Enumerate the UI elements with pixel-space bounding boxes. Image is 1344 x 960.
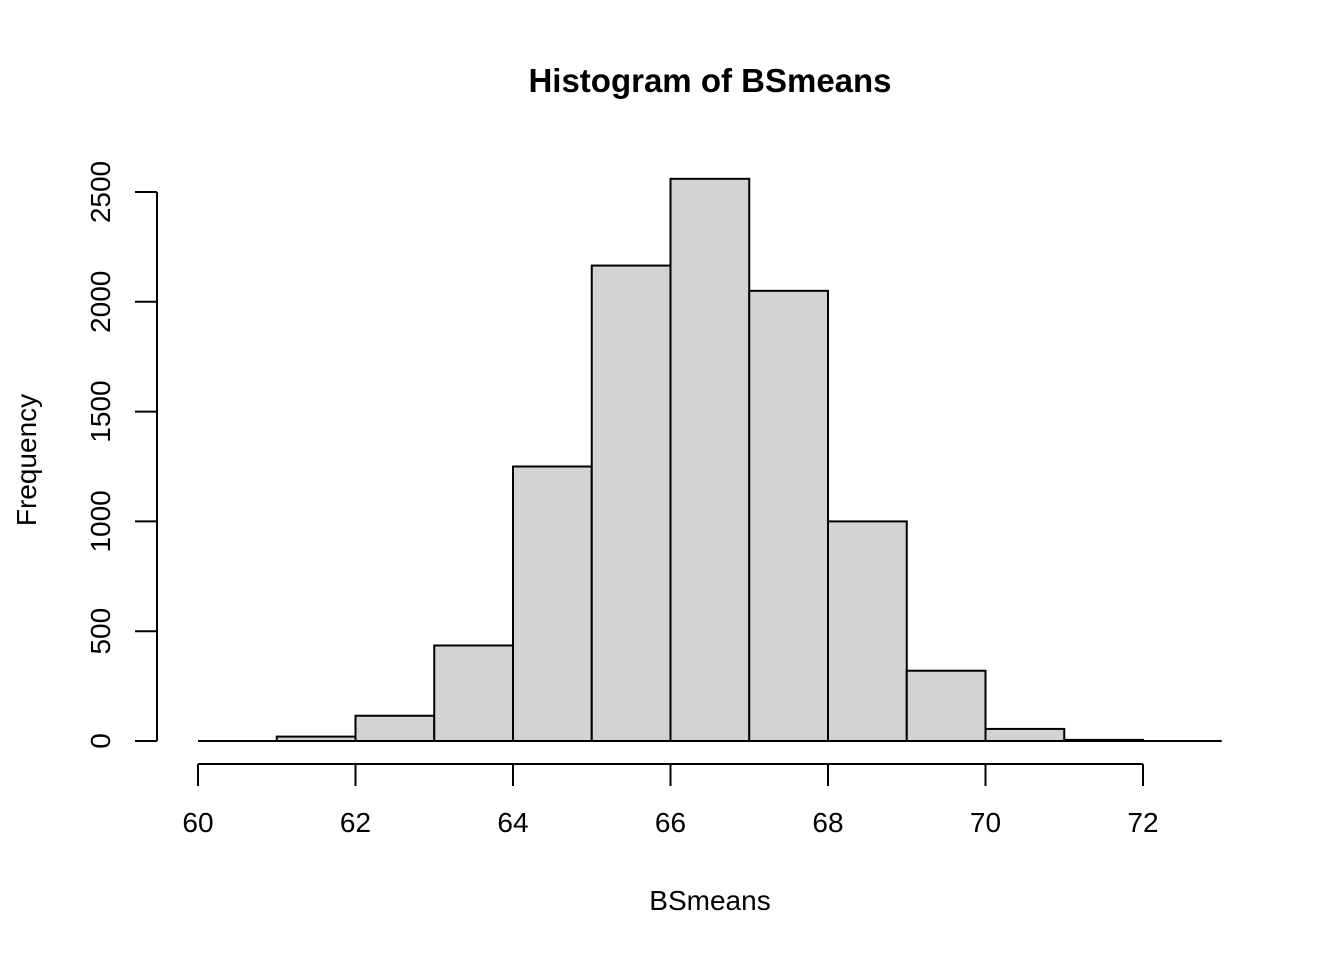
x-tick-label-72: 72: [1127, 807, 1158, 838]
y-tick-label-2000: 2000: [85, 271, 116, 333]
y-tick-label-2500: 2500: [85, 161, 116, 223]
histogram-bar-6: [669, 177, 751, 743]
histogram-bar-5: [590, 264, 672, 742]
x-axis-label: BSmeans: [649, 885, 770, 916]
histogram-bar-4: [512, 465, 593, 742]
x-tick-label-68: 68: [812, 807, 843, 838]
histogram-bar-9: [905, 669, 987, 743]
chart-title: Histogram of BSmeans: [528, 62, 891, 99]
histogram-bar-7: [748, 289, 829, 742]
x-tick-label-64: 64: [497, 807, 528, 838]
bars-group: [198, 177, 1222, 743]
x-tick-label-60: 60: [182, 807, 213, 838]
histogram-bar-10: [984, 727, 1066, 742]
x-tick-label-66: 66: [655, 807, 686, 838]
x-axis: 60 62 64 66 68 70 72: [182, 763, 1159, 838]
x-tick-label-62: 62: [340, 807, 371, 838]
histogram-bar-1: [275, 735, 357, 742]
x-tick-label-70: 70: [970, 807, 1001, 838]
histogram-bar-2: [354, 714, 436, 742]
y-tick-label-0: 0: [85, 733, 116, 749]
y-tick-label-1500: 1500: [85, 380, 116, 442]
y-tick-label-500: 500: [85, 608, 116, 655]
histogram-bar-3: [433, 644, 514, 742]
y-tick-label-1000: 1000: [85, 490, 116, 552]
y-axis-label: Frequency: [11, 394, 42, 526]
histogram-bar-8: [827, 520, 908, 743]
histogram-bar-11: [1063, 738, 1144, 742]
y-axis: 0 500 1000 1500 2000 2500: [85, 161, 158, 749]
